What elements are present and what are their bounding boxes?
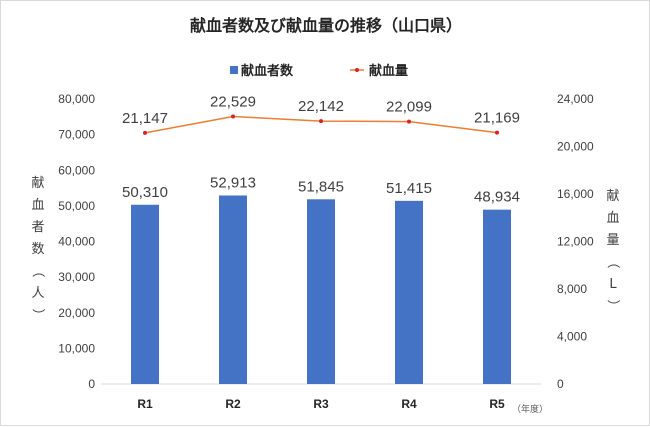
axis-title-char: 血 xyxy=(606,211,619,226)
volume-line xyxy=(144,115,498,134)
left-tick-label: 40,000 xyxy=(58,235,95,249)
axis-title-char: ） xyxy=(605,299,620,312)
bar-R5 xyxy=(483,209,511,384)
axis-title-char: 者 xyxy=(31,220,44,235)
right-tick-label: 12,000 xyxy=(557,235,594,249)
left-tick-label: 0 xyxy=(88,377,95,391)
bar-R3 xyxy=(307,199,335,384)
volume-point-R3 xyxy=(319,119,323,124)
line-value-label: 22,142 xyxy=(298,98,344,115)
volume-point-R1 xyxy=(143,130,147,135)
volume-point-R2 xyxy=(231,114,235,119)
right-tick-label: 0 xyxy=(557,377,564,391)
x-tick-label: R1 xyxy=(137,397,153,411)
right-tick-label: 20,000 xyxy=(557,140,594,154)
axis-title-char: 献 xyxy=(606,189,619,204)
left-tick-label: 70,000 xyxy=(58,128,95,142)
right-tick-label: 24,000 xyxy=(557,92,594,106)
legend-marker-volume xyxy=(355,68,359,72)
volume-point-R4 xyxy=(407,119,411,124)
axis-title-char: ） xyxy=(30,308,45,321)
legend-swatch-donors xyxy=(230,66,238,74)
line-data-labels: 21,147 22,529 22,142 22,099 21,169 xyxy=(122,93,520,126)
left-axis-ticks: 0 10,000 20,000 30,000 40,000 50,000 60,000 70,… xyxy=(58,92,95,391)
left-tick-label: 20,000 xyxy=(58,306,95,320)
left-tick-label: 50,000 xyxy=(58,199,95,213)
chart-title: 献血者数及び献血量の推移（山口県） xyxy=(190,16,462,35)
bar-R1 xyxy=(131,204,159,384)
right-axis-ticks: 0 4,000 8,000 12,000 16,000 20,000 24,000 xyxy=(557,92,594,391)
left-tick-label: 10,000 xyxy=(58,341,95,355)
axis-title-char: （ xyxy=(605,255,620,268)
left-tick-label: 80,000 xyxy=(58,92,95,106)
legend-label-donors: 献血者数 xyxy=(241,63,294,79)
volume-point-R5 xyxy=(495,130,499,135)
legend-label-volume: 献血量 xyxy=(369,63,408,79)
line-value-label: 21,169 xyxy=(474,110,520,127)
line-series-volume xyxy=(143,114,499,135)
line-value-label: 21,147 xyxy=(122,110,168,127)
bar-series-donors xyxy=(131,195,511,384)
axis-title-char: 人 xyxy=(31,286,44,301)
x-tick-label: R3 xyxy=(313,397,329,411)
x-tick-label: R5 xyxy=(489,397,505,411)
legend: 献血者数 献血量 xyxy=(230,63,408,79)
right-tick-label: 8,000 xyxy=(557,282,587,296)
x-axis-unit: （年度） xyxy=(512,403,548,415)
bar-value-label: 51,415 xyxy=(386,180,432,197)
right-tick-label: 4,000 xyxy=(557,330,587,344)
axis-title-char: 数 xyxy=(31,242,44,257)
axis-title-char: 献 xyxy=(31,176,44,191)
bar-R2 xyxy=(219,195,247,384)
right-axis-title: 献血量 （ L ） xyxy=(605,189,620,313)
bar-R4 xyxy=(395,200,423,384)
x-tick-label: R4 xyxy=(401,397,417,411)
left-tick-label: 30,000 xyxy=(58,270,95,284)
axis-title-char: 量 xyxy=(606,233,619,248)
left-tick-label: 60,000 xyxy=(58,163,95,177)
bar-data-labels: 50,310 52,913 51,845 51,415 48,934 xyxy=(122,174,520,205)
bar-value-label: 51,845 xyxy=(298,178,344,195)
bar-value-label: 52,913 xyxy=(210,174,256,191)
right-tick-label: 16,000 xyxy=(557,187,594,201)
x-tick-label: R2 xyxy=(225,397,241,411)
line-value-label: 22,099 xyxy=(386,99,432,116)
axis-title-char: 血 xyxy=(31,198,44,213)
bar-value-label: 50,310 xyxy=(122,184,168,201)
left-axis-title: 献血者数 （ 人 ） xyxy=(30,176,45,322)
axis-title-char: （ xyxy=(30,264,45,277)
x-axis-ticks: R1 R2 R3 R4 R5 xyxy=(137,397,505,411)
line-value-label: 22,529 xyxy=(210,93,256,110)
axis-title-char: L xyxy=(609,277,617,292)
bar-value-label: 48,934 xyxy=(474,189,520,206)
